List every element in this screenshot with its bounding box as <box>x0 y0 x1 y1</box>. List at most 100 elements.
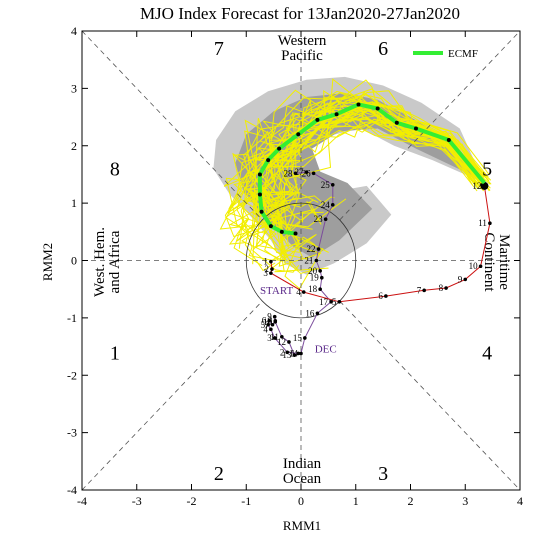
observed-tracks: 1234567891011121314151617181920212223242… <box>261 167 492 360</box>
track-point-december-13 <box>292 353 297 357</box>
grid-diagonal-ne <box>339 30 521 221</box>
track-point-label: 8 <box>439 283 444 293</box>
track-point-january-7 <box>422 288 426 293</box>
y-tick-label: 3 <box>71 81 77 95</box>
chart-title: MJO Index Forecast for 13Jan2020-27Jan20… <box>140 4 460 23</box>
track-point-december-14 <box>299 351 303 356</box>
grid-diagonal-sw <box>81 300 263 491</box>
forecast-point <box>277 146 282 151</box>
phase-label-4: 4 <box>482 342 492 364</box>
track-point-december-4 <box>269 327 273 332</box>
forecast-point <box>257 192 262 197</box>
x-tick-label: 3 <box>462 494 468 508</box>
track-point-january-5 <box>337 300 342 304</box>
track-point-label: 24 <box>321 200 331 210</box>
track-point-label: 5 <box>332 297 337 307</box>
track-point-label: 10 <box>469 261 479 271</box>
track-point-december-23 <box>323 217 328 221</box>
ensemble-track-36 <box>240 118 479 261</box>
forecast-point <box>293 231 298 236</box>
track-point-december-22 <box>316 247 321 251</box>
ensemble-track-34 <box>227 79 482 219</box>
track-point-december-5 <box>266 322 270 327</box>
track-point-label: 1 <box>291 348 296 358</box>
region-left-line1: West. Hem. <box>92 227 108 297</box>
track-point-december-3 <box>272 336 277 340</box>
track-point-label: 7 <box>417 285 422 295</box>
region-bottom-line1: Indian <box>283 456 322 472</box>
y-tick-label: -2 <box>67 368 77 382</box>
track-point-january-9 <box>463 277 468 282</box>
ensemble-track-35 <box>228 98 483 216</box>
track-point-label: 9 <box>458 274 463 284</box>
track-point-label: 28 <box>284 168 294 178</box>
forecast-point <box>268 224 273 229</box>
track-point-label: 16 <box>305 308 315 318</box>
ensemble-track-26 <box>257 97 485 228</box>
forecast-point <box>315 117 320 122</box>
region-left-line2: and Africa <box>107 230 123 293</box>
track-point-label: 21 <box>304 256 313 266</box>
track-point-december-27 <box>304 170 309 174</box>
track-point-label: 14 <box>289 348 299 358</box>
track-point-label: 4 <box>296 287 301 297</box>
region-right-line2: Continent <box>481 232 497 292</box>
track-point-label: 19 <box>310 273 320 283</box>
track-point-january-1 <box>269 259 273 264</box>
track-point-december-24 <box>330 203 335 207</box>
phase-grid <box>81 30 521 491</box>
x-tick-label: -1 <box>241 494 251 508</box>
y-tick-label: -4 <box>67 483 77 497</box>
track-point-december-20 <box>318 269 322 273</box>
track-point-label: 1 <box>263 257 268 267</box>
phase-label-6: 6 <box>378 38 388 60</box>
region-bottom-line2: Ocean <box>283 471 322 487</box>
track-point-december-15 <box>303 336 307 340</box>
forecast-point <box>296 132 301 137</box>
segment-label-dec: DEC <box>315 343 337 355</box>
phase-label-7: 7 <box>214 38 224 60</box>
phase-label-3: 3 <box>378 463 388 485</box>
track-point-january-2 <box>270 267 274 271</box>
track-point-december-1 <box>296 351 301 356</box>
grid-diagonal-se <box>339 300 521 491</box>
track-point-label: 7 <box>265 320 270 330</box>
track-point-label: 6 <box>262 316 267 326</box>
track-point-label: 27 <box>294 167 304 177</box>
forecast-point <box>334 112 339 117</box>
track-point-label: 25 <box>321 180 331 190</box>
forecast-point <box>394 120 399 125</box>
forecast-point <box>259 209 264 214</box>
forecast-point <box>266 158 271 163</box>
track-point-label: 3 <box>267 333 272 343</box>
track-point-label: 5 <box>261 320 266 330</box>
x-tick-label: 0 <box>298 494 304 508</box>
y-tick-label: 4 <box>71 24 77 38</box>
track-point-label: 4 <box>263 324 268 334</box>
track-point-label: 17 <box>319 297 329 307</box>
track-point-label: 9 <box>267 312 272 322</box>
track-point-january-4 <box>301 290 306 294</box>
y-tick-label: 1 <box>71 196 77 210</box>
track-point-december-12 <box>287 340 291 344</box>
track-point-january-11 <box>488 221 492 226</box>
track-point-label: 18 <box>308 284 318 294</box>
x-tick-label: -4 <box>77 494 87 508</box>
ensemble-track-33 <box>261 89 485 234</box>
track-point-label: 2 <box>264 264 269 274</box>
forecast-point <box>413 126 418 131</box>
track-point-label: 22 <box>307 244 316 254</box>
y-axis-label: RMM2 <box>40 243 55 281</box>
region-labels: Western Pacific Indian Ocean West. Hem. … <box>92 33 512 487</box>
phase-label-5: 5 <box>482 159 492 181</box>
track-point-january-10 <box>478 264 483 269</box>
track-point-december-19 <box>320 275 324 280</box>
forecast-point <box>279 229 284 234</box>
track-point-december-10 <box>273 320 278 324</box>
forecast-point <box>356 102 361 107</box>
x-tick-label: -2 <box>187 494 197 508</box>
track-point-label: 3 <box>263 268 268 278</box>
